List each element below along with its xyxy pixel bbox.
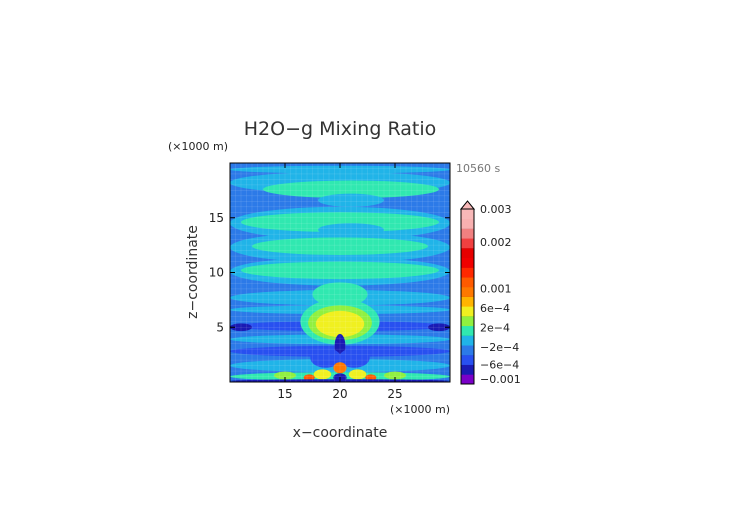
colorbar-segment (461, 325, 474, 336)
field-blob (365, 374, 377, 381)
field-band (241, 212, 439, 232)
colorbar: −0.001−6e−4 −2e−4 2e−4 6e−4 0.001 0.002 0.003 (459, 200, 521, 386)
colorbar-segment (461, 257, 474, 268)
field-blob (338, 348, 370, 368)
colorbar-segment (461, 335, 474, 346)
x-tick-label: 20 (332, 387, 347, 401)
field-blob (310, 348, 342, 368)
colorbar-segment (461, 209, 474, 220)
heatmap-field (230, 163, 450, 382)
colorbar-label: 0.001 (480, 283, 512, 296)
field-band (252, 237, 428, 255)
colorbar-segment (461, 228, 474, 239)
y-tick-label: 10 (209, 266, 224, 280)
colorbar-label: 2e−4 (480, 322, 510, 335)
colorbar-segment (461, 374, 474, 385)
field-band (428, 323, 450, 332)
x-axis-label: x−coordinate (293, 425, 388, 441)
colorbar-segment (461, 345, 474, 356)
colorbar-label: −2e−4 (480, 341, 519, 354)
x-tick-label: 15 (277, 387, 292, 401)
field-band (230, 323, 252, 332)
colorbar-segment (461, 306, 474, 317)
chart-title: H2O−g Mixing Ratio (244, 118, 436, 140)
field-band (263, 180, 439, 199)
colorbar-label: −0.001 (480, 373, 521, 386)
colorbar-segment (461, 267, 474, 278)
field-blob (303, 374, 315, 381)
field-band (241, 261, 439, 280)
colorbar-extend-arrow (459, 200, 476, 210)
y-tick-label: 5 (216, 320, 224, 334)
colorbar-segment (461, 247, 474, 259)
colorbar-segment (461, 286, 474, 297)
colorbar-label: 0.002 (480, 236, 512, 249)
y-axis-label: z−coordinate (185, 225, 201, 319)
field-blob (384, 371, 406, 380)
colorbar-label: 6e−4 (480, 302, 510, 315)
x-tick-label: 25 (387, 387, 402, 401)
colorbar-segment (461, 354, 474, 365)
field-blob (315, 310, 365, 338)
time-label: 10560 s (456, 162, 500, 175)
colorbar-segment (461, 238, 474, 249)
colorbar-segment (461, 296, 474, 307)
field-blob (348, 369, 367, 380)
y-unit-label: (×1000 m) (168, 140, 228, 153)
colorbar-segment (461, 277, 474, 288)
y-tick-label: 15 (209, 211, 224, 225)
colorbar-segment (461, 364, 474, 375)
x-unit-label: (×1000 m) (390, 403, 450, 416)
colorbar-label: 0.003 (480, 203, 512, 216)
field-blob (313, 369, 332, 380)
field-blob (333, 362, 347, 374)
field-blob (274, 371, 296, 380)
field-band (318, 193, 384, 207)
colorbar-label: −6e−4 (480, 359, 519, 372)
colorbar-segment (461, 218, 474, 229)
colorbar-segment (461, 315, 474, 327)
